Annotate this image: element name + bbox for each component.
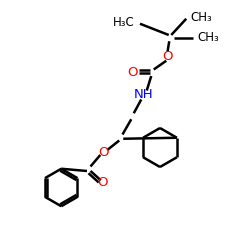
Text: CH₃: CH₃ bbox=[190, 11, 212, 24]
Text: O: O bbox=[98, 146, 109, 159]
Text: NH: NH bbox=[134, 88, 154, 102]
Text: O: O bbox=[162, 50, 173, 63]
Text: O: O bbox=[127, 66, 138, 79]
Text: H₃C: H₃C bbox=[113, 16, 135, 29]
Text: O: O bbox=[97, 176, 108, 189]
Text: CH₃: CH₃ bbox=[198, 31, 219, 44]
